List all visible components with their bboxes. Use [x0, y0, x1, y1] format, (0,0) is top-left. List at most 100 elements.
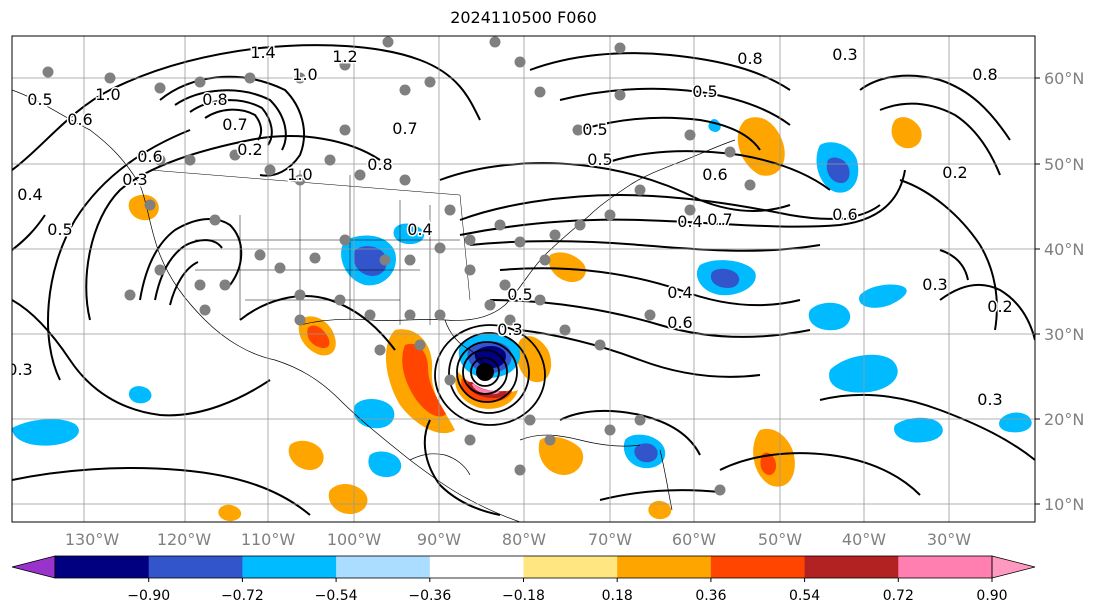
station-dot — [334, 294, 346, 306]
station-dot — [219, 279, 231, 291]
station-dot — [464, 234, 476, 246]
contour-label: 0.5 — [587, 150, 612, 169]
station-dot — [549, 229, 561, 241]
station-dot — [209, 214, 221, 226]
colorbar-tick-label: −0.54 — [315, 588, 358, 604]
station-dot — [354, 169, 366, 181]
lon-label: 30°W — [927, 530, 971, 549]
station-dot — [434, 242, 446, 254]
storm-contours — [434, 324, 546, 426]
colorbar-segment — [55, 556, 150, 578]
lat-label: 30°N — [1044, 325, 1084, 344]
map-frame — [11, 35, 1036, 523]
contour-label: 0.6 — [137, 147, 162, 166]
station-dot — [399, 174, 411, 186]
map-background — [12, 36, 1035, 522]
station-dot — [724, 146, 736, 158]
station-dot — [524, 414, 536, 426]
contour-label: 0.7 — [707, 210, 732, 229]
lon-label: 40°W — [842, 530, 886, 549]
contour-label: 0.5 — [47, 220, 72, 239]
colorbar-left-extension — [11, 555, 56, 579]
warm-anomaly-fills — [128, 117, 922, 522]
colorbar-tick-label: −0.72 — [221, 588, 264, 604]
station-dot — [274, 262, 286, 274]
colorbar-tick-label: 0.18 — [602, 588, 633, 604]
colorbar-tick-label: 0.54 — [789, 588, 820, 604]
lon-label: 100°W — [327, 530, 382, 549]
contour-label: 1.0 — [287, 165, 312, 184]
colorbar-right-extension — [991, 555, 1036, 579]
colorbar-segment — [617, 556, 712, 578]
station-dots — [42, 36, 756, 496]
station-dot — [444, 374, 456, 386]
station-dot — [339, 234, 351, 246]
station-dot — [684, 129, 696, 141]
station-dot — [414, 339, 426, 351]
map-title: 2024110500 F060 — [450, 8, 597, 27]
lat-label: 20°N — [1044, 410, 1084, 429]
contour-label: 0.8 — [972, 65, 997, 84]
station-dot — [324, 154, 336, 166]
station-dot — [404, 254, 416, 266]
contour-label: 0.3 — [567, 15, 592, 34]
station-dot — [194, 76, 206, 88]
station-dot — [539, 254, 551, 266]
cyclone-center-icon — [476, 363, 494, 381]
contour-label: 1.0 — [95, 85, 120, 104]
station-dot — [614, 89, 626, 101]
contour-label: 0.3 — [922, 275, 947, 294]
station-dot — [364, 309, 376, 321]
contour-label: 0.4 — [407, 220, 432, 239]
station-dot — [374, 344, 386, 356]
station-dot — [604, 424, 616, 436]
latitude-labels: 60°N 50°N 40°N 30°N 20°N 10°N — [1044, 69, 1084, 514]
lon-label: 80°W — [502, 530, 546, 549]
contour-label: 0.2 — [942, 163, 967, 182]
station-dot — [124, 289, 136, 301]
station-dot — [574, 219, 586, 231]
station-dot — [194, 279, 206, 291]
station-dot — [514, 56, 526, 68]
contour-label: 0.5 — [507, 285, 532, 304]
station-dot — [614, 42, 626, 54]
colorbar-segment — [148, 556, 243, 578]
colorbar-segment — [710, 556, 806, 578]
station-dot — [382, 36, 394, 48]
station-dot — [684, 204, 696, 216]
colorbar-tick-label: −0.36 — [408, 588, 451, 604]
station-dot — [484, 299, 496, 311]
contour-label: 0.5 — [692, 82, 717, 101]
lon-label: 50°W — [758, 530, 802, 549]
station-dot — [404, 309, 416, 321]
longitude-labels: 130°W 120°W 110°W 100°W 90°W 80°W 70°W 6… — [65, 530, 971, 549]
colorbar-tick-label: 0.36 — [695, 588, 726, 604]
station-dot — [42, 66, 54, 78]
lat-label: 10°N — [1044, 495, 1084, 514]
station-dot — [294, 314, 306, 326]
station-dot — [572, 124, 584, 136]
station-dot — [444, 204, 456, 216]
station-dot — [744, 179, 756, 191]
station-dot — [154, 264, 166, 276]
lon-label: 60°W — [672, 530, 716, 549]
contour-label: 0.3 — [7, 360, 32, 379]
colorbar-segment — [523, 556, 618, 578]
lon-label: 120°W — [157, 530, 212, 549]
station-dot — [634, 414, 646, 426]
contour-label: 0.3 — [977, 390, 1002, 409]
station-dot — [154, 154, 166, 166]
colorbar-tick-label: −0.90 — [127, 588, 170, 604]
station-dot — [229, 149, 241, 161]
station-dot — [464, 434, 476, 446]
station-dot — [489, 36, 501, 48]
contour-label: 0.4 — [17, 185, 42, 204]
lat-label: 50°N — [1044, 155, 1084, 174]
lat-lon-grid — [12, 36, 1035, 522]
station-dot — [714, 484, 726, 496]
contour-label: 0.3 — [122, 170, 147, 189]
contour-label: 1.0 — [292, 65, 317, 84]
station-dot — [339, 59, 351, 71]
station-dot — [339, 124, 351, 136]
